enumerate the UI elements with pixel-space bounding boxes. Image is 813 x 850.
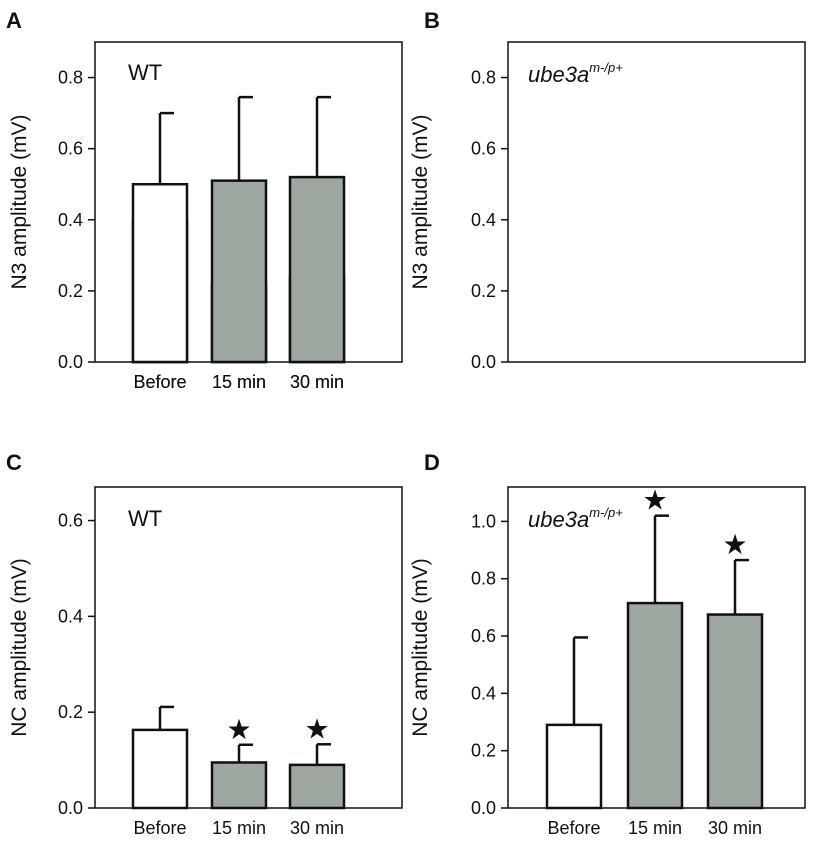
panel-a-xtick-label-3: 30 min xyxy=(290,372,344,392)
panel-b-group-label: ube3am-/p+ xyxy=(528,60,623,87)
panel-d-ytick-label: 0.4 xyxy=(471,683,496,703)
panel-a-xtick-label-1: Before xyxy=(133,372,186,392)
panel-d-ytick-label: 0.8 xyxy=(471,569,496,589)
panel-a-group-name: WT xyxy=(128,60,162,85)
panel-b-ylabel: N3 amplitude (mV) xyxy=(409,114,432,289)
panel-d-star-3: ★ xyxy=(722,529,747,560)
panel-b-ytick-label: 0.6 xyxy=(471,139,496,159)
panel-a-ytick-label: 0.4 xyxy=(58,210,83,230)
panel-d-xtick-label-1: Before xyxy=(547,818,600,838)
panel-b-xtick-label-3: 30 min xyxy=(290,372,344,392)
panel-c-star-2: ★ xyxy=(226,714,251,745)
panel-d-ytick-label: 0.6 xyxy=(471,626,496,646)
panel-c-xtick-label-3: 30 min xyxy=(290,818,344,838)
panel-a-group-label: WT xyxy=(128,60,162,85)
panel-c-group-name: WT xyxy=(128,506,162,531)
panel-a-ytick-label: 0.0 xyxy=(58,352,83,372)
panel-b-bar-2 xyxy=(210,179,268,364)
panel-a-ytick-label: 0.6 xyxy=(58,139,83,159)
panel-c-ytick-label: 0.6 xyxy=(58,511,83,531)
panel-c-bar-1 xyxy=(131,728,189,810)
panel-b-xtick-label-1: Before xyxy=(133,372,186,392)
panel-c-ylabel: NC amplitude (mV) xyxy=(8,558,31,737)
panel-d-bar-1 xyxy=(545,723,603,810)
panel-d-group-name: ube3a xyxy=(528,507,589,532)
panel-c-ytick-label: 0.4 xyxy=(58,606,83,626)
panel-b-xtick-label-2: 15 min xyxy=(212,372,266,392)
panel-d-letter: D xyxy=(424,450,440,475)
panel-b-ytick-label: 0.0 xyxy=(471,352,496,372)
panel-c: C NC amplitude (mV) 0.0 0.2 0.4 0.6 WT Before ★ 1… xyxy=(6,450,403,838)
panel-c-letter: C xyxy=(6,450,22,475)
panel-c-group-label: WT xyxy=(128,506,162,531)
panel-d-group-sup: m-/p+ xyxy=(589,505,623,520)
panel-c-ytick-label: 0.2 xyxy=(58,702,83,722)
panel-c-xtick-label-1: Before xyxy=(133,818,186,838)
panel-d-ytick-label: 0.2 xyxy=(471,741,496,761)
panel-c-bar-3 xyxy=(288,763,346,810)
panel-b-letter: B xyxy=(424,8,440,33)
panel-b-frame xyxy=(507,41,806,363)
panel-d-group-label: ube3am-/p+ xyxy=(528,505,623,532)
panel-a-xtick-label-2: 15 min xyxy=(212,372,266,392)
panel-d-ylabel: NC amplitude (mV) xyxy=(409,558,432,737)
panel-b-bar-1 xyxy=(131,182,189,364)
panel-d-xtick-label-2: 15 min xyxy=(628,818,682,838)
panel-c-star-3: ★ xyxy=(304,713,329,744)
panel-b-bar-3 xyxy=(288,175,346,364)
panel-b-ytick-label: 0.8 xyxy=(471,68,496,88)
panel-a-letter: A xyxy=(6,8,22,33)
panel-d-xtick-label-3: 30 min xyxy=(708,818,762,838)
panel-d-ytick-label: 0.0 xyxy=(471,798,496,818)
panel-d-bar-2 xyxy=(626,601,684,810)
panel-b-ytick-label: 0.2 xyxy=(471,281,496,301)
panel-a-ytick-label: 0.8 xyxy=(58,68,83,88)
panel-b-ytick-label: 0.4 xyxy=(471,210,496,230)
panel-c-ytick-label: 0.0 xyxy=(58,798,83,818)
panel-d-star-2: ★ xyxy=(642,485,667,516)
panel-b-group-name: ube3a xyxy=(528,62,589,87)
panel-d: D NC amplitude (mV) 0.0 0.2 0.4 0.6 0.8 1.0 ube3… xyxy=(409,450,806,838)
panel-b-group-sup: m-/p+ xyxy=(589,60,623,75)
panel-a-ytick-label: 0.2 xyxy=(58,281,83,301)
panel-d-bar-3 xyxy=(706,613,764,810)
panel-c-xtick-label-2: 15 min xyxy=(212,818,266,838)
panel-d-ytick-label: 1.0 xyxy=(471,511,496,531)
panel-a-ylabel: N3 amplitude (mV) xyxy=(8,114,31,289)
panel-c-bar-2 xyxy=(210,761,268,810)
panel-b: B N3 amplitude (mV) 0.0 0.2 0.4 0.6 0.8 ube3am-… xyxy=(131,8,806,392)
